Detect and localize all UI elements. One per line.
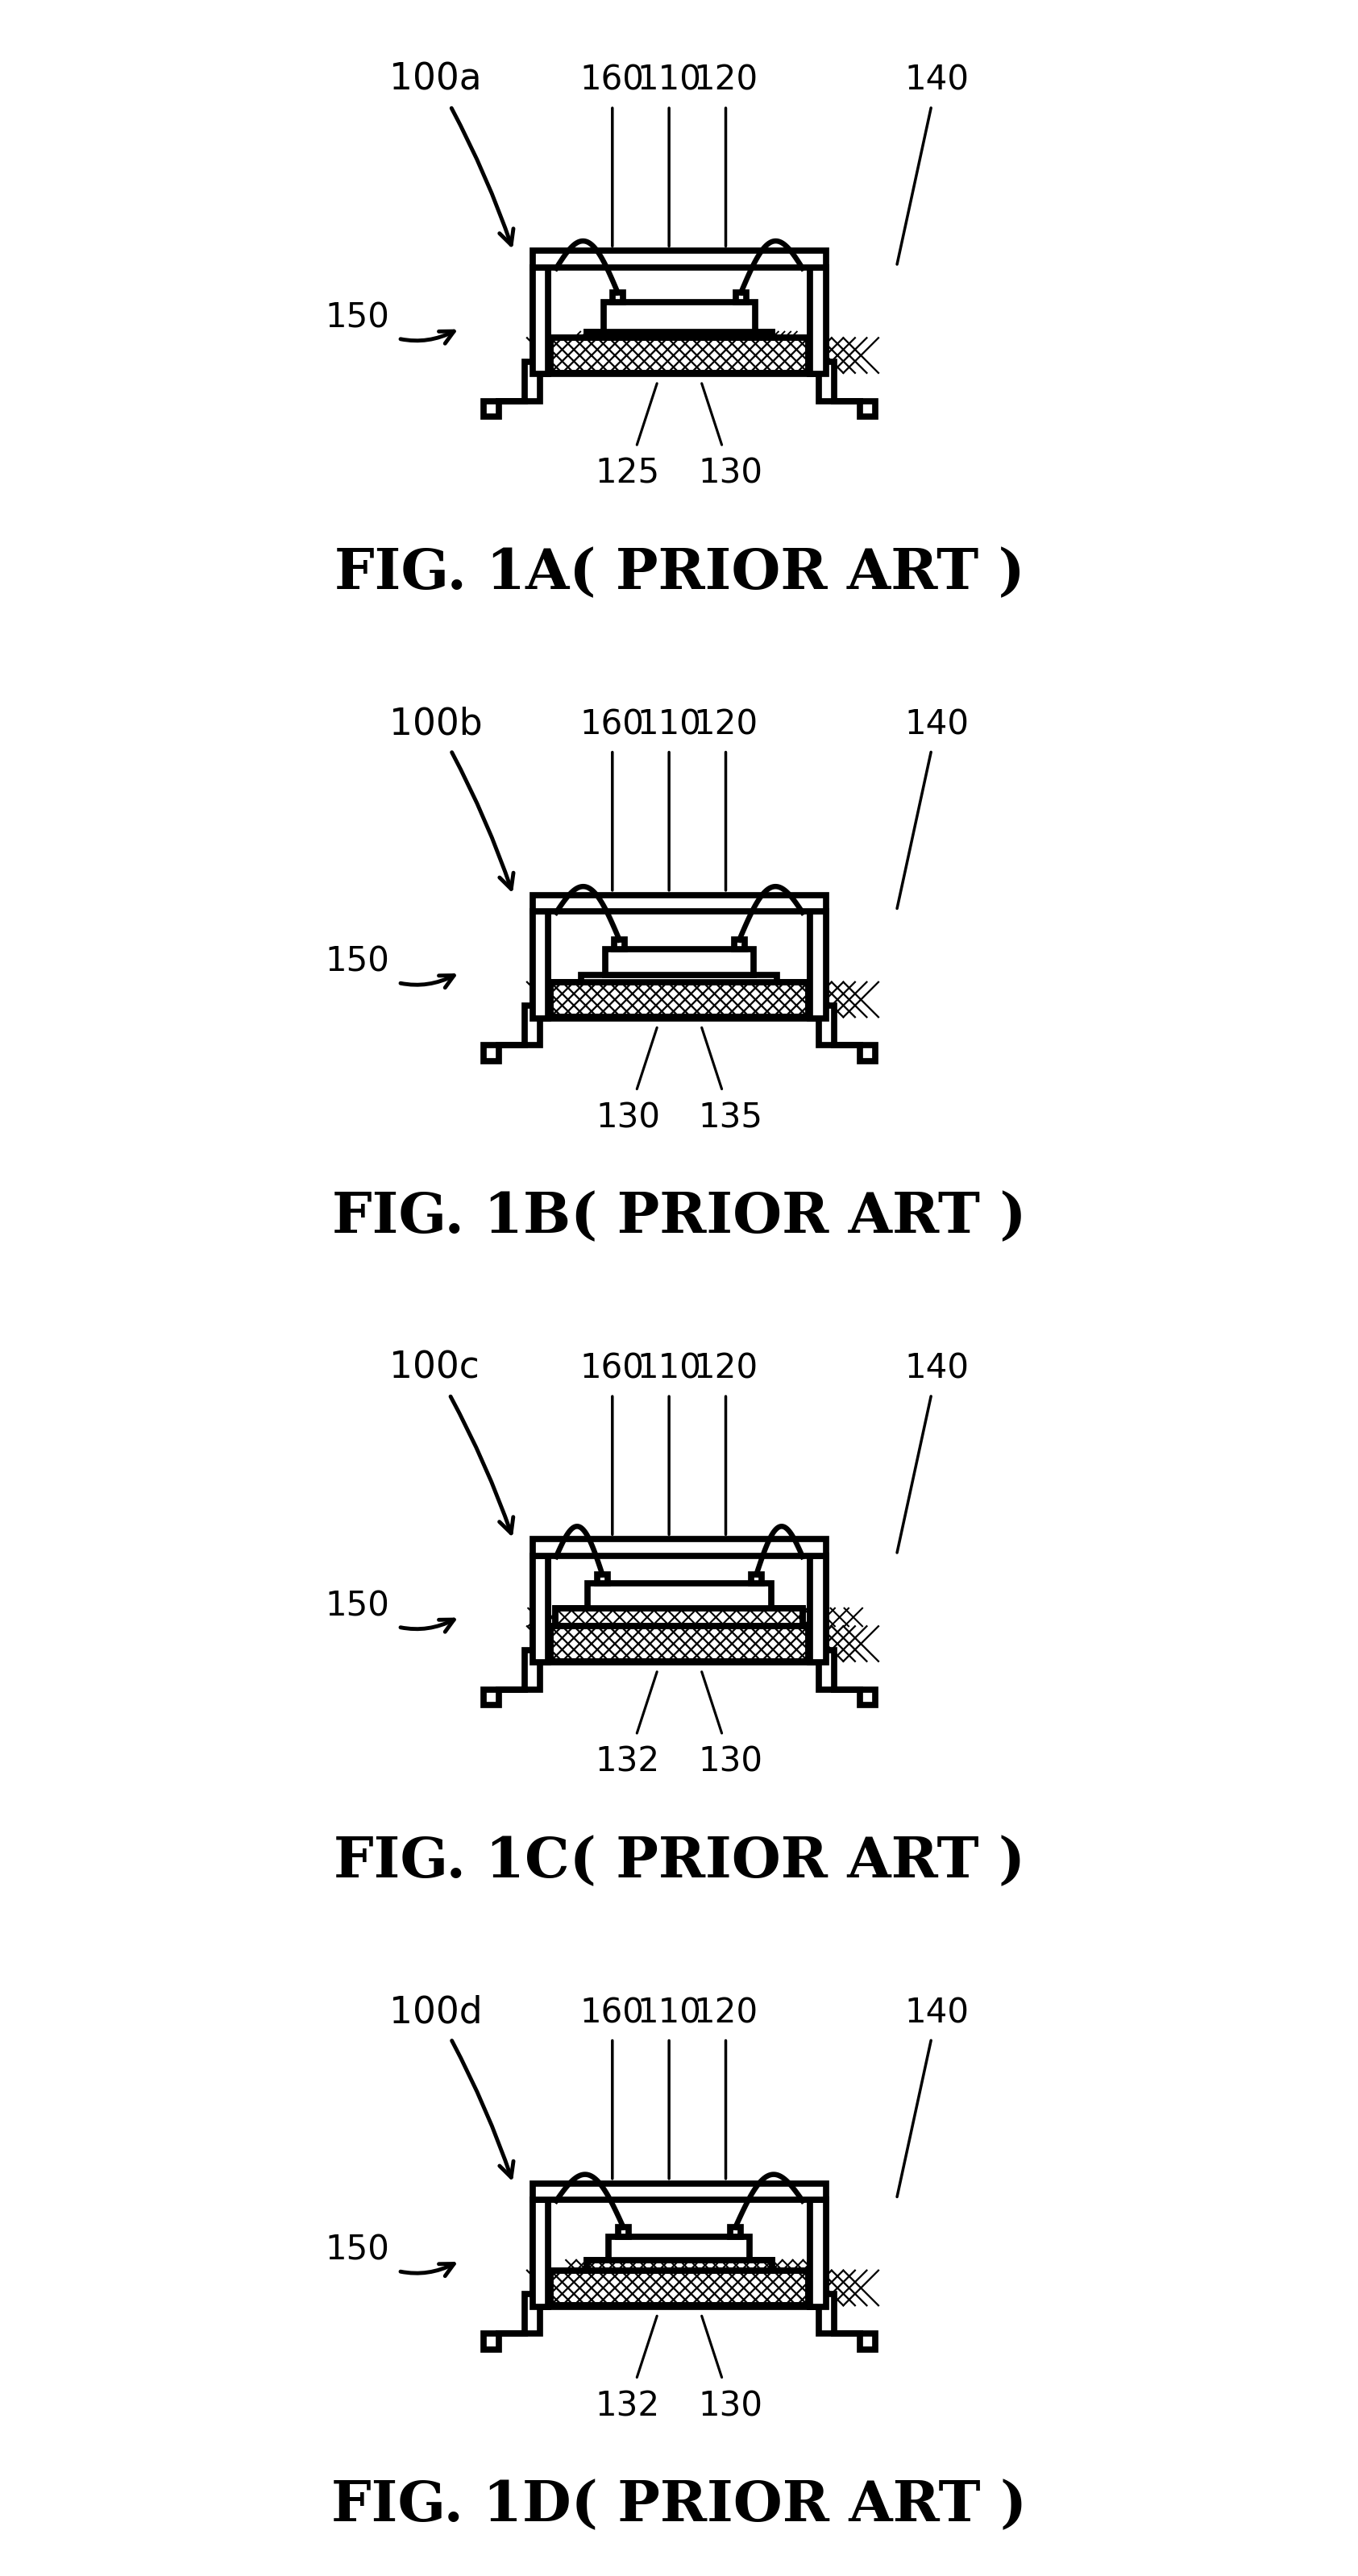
Polygon shape (483, 912, 549, 1061)
Text: 125: 125 (595, 384, 660, 489)
Text: 160: 160 (580, 64, 644, 247)
Bar (809, 268, 826, 374)
Bar (550, 981, 808, 1018)
Bar (532, 896, 826, 912)
Polygon shape (809, 912, 875, 1061)
Text: FIG. 1C( PRIOR ART ): FIG. 1C( PRIOR ART ) (334, 1834, 1024, 1888)
Bar (733, 940, 744, 951)
Bar (587, 332, 771, 337)
Bar (550, 1625, 808, 1662)
Bar (532, 2184, 826, 2200)
Bar (532, 1556, 549, 1662)
Text: 160: 160 (580, 1996, 644, 2179)
Text: 140: 140 (896, 64, 968, 265)
Text: 110: 110 (637, 1996, 701, 2179)
Bar (603, 301, 755, 332)
Text: 110: 110 (637, 64, 701, 247)
Text: 160: 160 (580, 708, 644, 891)
Bar (596, 1574, 607, 1584)
Bar (532, 2200, 549, 2306)
Text: 120: 120 (693, 64, 758, 247)
Text: FIG. 1D( PRIOR ART ): FIG. 1D( PRIOR ART ) (331, 2478, 1027, 2532)
Text: 130: 130 (595, 1028, 660, 1133)
Text: 140: 140 (896, 1352, 968, 1553)
Text: 160: 160 (580, 1352, 644, 1535)
Polygon shape (483, 268, 549, 417)
Text: 120: 120 (693, 1996, 758, 2179)
Text: 150: 150 (325, 2233, 454, 2277)
Bar (751, 1574, 762, 1584)
Bar (604, 951, 754, 976)
Bar (550, 337, 808, 374)
Text: 100d: 100d (390, 1994, 513, 2177)
Bar (550, 2269, 808, 2306)
Bar (729, 2228, 740, 2236)
Polygon shape (809, 2200, 875, 2349)
Bar (555, 1607, 803, 1625)
Bar (587, 332, 771, 337)
Bar (809, 1556, 826, 1662)
Text: 120: 120 (693, 1352, 758, 1535)
Bar (532, 912, 549, 1018)
Text: 140: 140 (896, 708, 968, 909)
Bar (588, 1584, 770, 1607)
Bar (532, 268, 549, 374)
Bar (612, 294, 622, 301)
Bar (614, 940, 625, 951)
Text: 150: 150 (325, 301, 454, 345)
Polygon shape (483, 1556, 549, 1705)
Bar (532, 1540, 826, 1556)
Bar (581, 976, 777, 981)
Bar (555, 1607, 803, 1625)
Polygon shape (809, 268, 875, 417)
Text: FIG. 1A( PRIOR ART ): FIG. 1A( PRIOR ART ) (334, 546, 1024, 600)
Bar (587, 2259, 771, 2269)
Bar (550, 337, 808, 374)
Text: 150: 150 (325, 945, 454, 989)
Text: 110: 110 (637, 708, 701, 891)
Bar (809, 912, 826, 1018)
Bar (809, 2200, 826, 2306)
Text: 100c: 100c (390, 1350, 513, 1533)
Bar (587, 2259, 771, 2269)
Polygon shape (483, 2200, 549, 2349)
Text: 132: 132 (595, 1672, 660, 1777)
Text: 135: 135 (698, 1028, 763, 1133)
Bar (550, 1625, 808, 1662)
Text: 120: 120 (693, 708, 758, 891)
Bar (550, 2269, 808, 2306)
Bar (532, 252, 826, 268)
Bar (608, 2236, 750, 2259)
Text: 110: 110 (637, 1352, 701, 1535)
Text: 130: 130 (698, 384, 763, 489)
Text: 130: 130 (698, 2316, 763, 2421)
Text: 150: 150 (325, 1589, 454, 1633)
Text: FIG. 1B( PRIOR ART ): FIG. 1B( PRIOR ART ) (333, 1190, 1025, 1244)
Bar (736, 294, 746, 301)
Bar (550, 981, 808, 1018)
Text: 130: 130 (698, 1672, 763, 1777)
Text: 100a: 100a (390, 62, 513, 245)
Bar (618, 2228, 629, 2236)
Text: 140: 140 (896, 1996, 968, 2197)
Polygon shape (809, 1556, 875, 1705)
Text: 100b: 100b (390, 706, 513, 889)
Text: 132: 132 (595, 2316, 660, 2421)
